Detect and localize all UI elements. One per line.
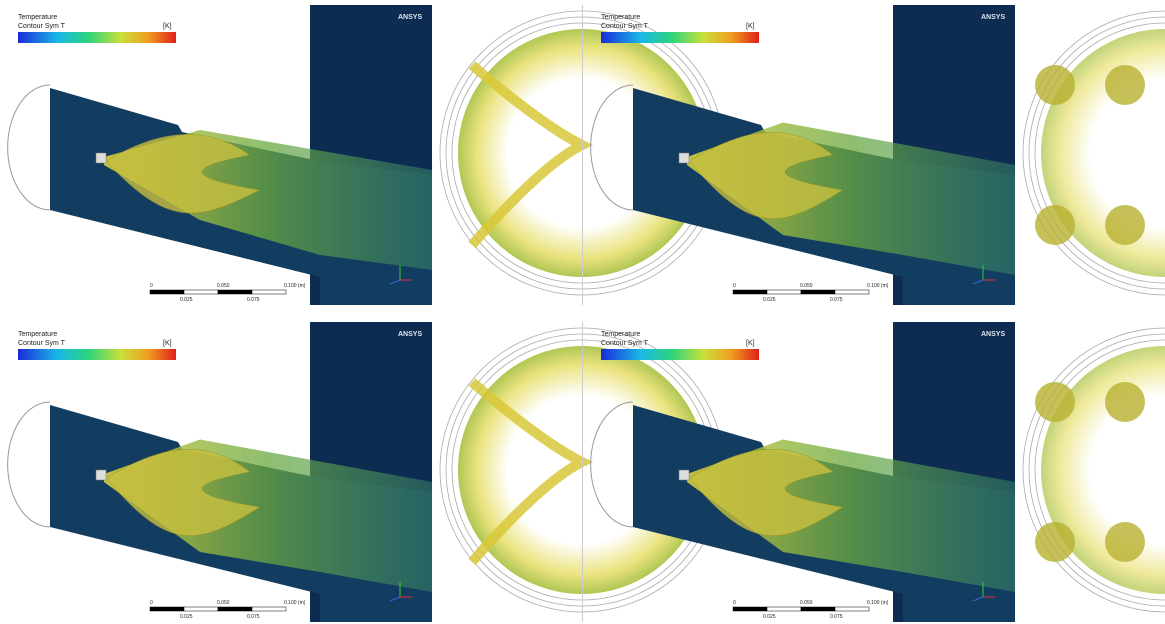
legend-unit: [K] bbox=[746, 23, 755, 30]
scale-label: 0.050 bbox=[800, 600, 813, 606]
scale-label: 0.050 bbox=[217, 600, 230, 606]
legend-title: Temperature bbox=[601, 331, 640, 338]
end-view-divider bbox=[582, 5, 583, 305]
scale-segment bbox=[184, 290, 218, 294]
legend-variable: Contour Sym T bbox=[18, 23, 66, 30]
colorbar bbox=[601, 349, 759, 360]
scale-segment bbox=[733, 290, 767, 294]
flame-lobe bbox=[1035, 65, 1075, 105]
logo: ANSYS bbox=[398, 14, 422, 21]
scale-segment bbox=[218, 607, 252, 611]
scale-segment bbox=[733, 607, 767, 611]
legend-variable: Contour Sym T bbox=[601, 23, 649, 30]
scale-label: 0.025 bbox=[180, 297, 193, 303]
scale-label: 0.100 (m) bbox=[284, 283, 306, 289]
logo: ANSYS bbox=[981, 331, 1005, 338]
scale-label: 0.050 bbox=[217, 283, 230, 289]
legend-title: Temperature bbox=[18, 331, 57, 338]
scale-label: 0.100 (m) bbox=[867, 600, 889, 606]
scale-label: 0.050 bbox=[800, 283, 813, 289]
flame-lobe bbox=[1105, 382, 1145, 422]
scale-label: 0.075 bbox=[247, 297, 260, 303]
scale-segment bbox=[767, 607, 801, 611]
injector bbox=[679, 153, 689, 163]
flame-lobe bbox=[1105, 522, 1145, 562]
injector bbox=[679, 470, 689, 480]
figure: Temperature Contour Sym T [K] ANSYS 0 0.050 0.… bbox=[0, 0, 1165, 624]
flame-lobe bbox=[1035, 205, 1075, 245]
scale-label: 0.075 bbox=[247, 614, 260, 620]
simulation-view: Temperature Contour Sym T [K] ANSYS 0 0.050 0.… bbox=[591, 322, 1015, 622]
scale-label: 0.075 bbox=[830, 614, 843, 620]
simulation-view: Temperature Contour Sym T [K] ANSYS 0 0.050 0.… bbox=[591, 5, 1015, 305]
scale-segment bbox=[835, 607, 869, 611]
scale-segment bbox=[835, 290, 869, 294]
logo: ANSYS bbox=[981, 14, 1005, 21]
scale-segment bbox=[767, 290, 801, 294]
legend-unit: [K] bbox=[746, 340, 755, 347]
simulation-view: Temperature Contour Sym T [K] ANSYS 0 0.050 0.… bbox=[8, 322, 432, 622]
scale-segment bbox=[801, 607, 835, 611]
legend-unit: [K] bbox=[163, 340, 172, 347]
scale-segment bbox=[252, 607, 286, 611]
legend-title: Temperature bbox=[18, 14, 57, 21]
scale-label: 0.025 bbox=[763, 614, 776, 620]
injector bbox=[96, 153, 106, 163]
scale-label: 0 bbox=[150, 283, 153, 289]
flame-lobe bbox=[1035, 382, 1075, 422]
logo: ANSYS bbox=[398, 331, 422, 338]
colorbar bbox=[18, 32, 176, 43]
scale-segment bbox=[801, 290, 835, 294]
inlet-outline bbox=[8, 85, 50, 210]
flame-lobe bbox=[1105, 205, 1145, 245]
colorbar bbox=[18, 349, 176, 360]
scale-segment bbox=[150, 290, 184, 294]
inlet-outline bbox=[8, 402, 50, 527]
scale-label: 0.025 bbox=[763, 297, 776, 303]
injector bbox=[96, 470, 106, 480]
scale-label: 0 bbox=[733, 283, 736, 289]
scale-label: 0.100 (m) bbox=[867, 283, 889, 289]
legend-title: Temperature bbox=[601, 14, 640, 21]
end-view bbox=[1015, 322, 1165, 622]
scale-segment bbox=[150, 607, 184, 611]
scale-label: 0 bbox=[150, 600, 153, 606]
flame-lobe bbox=[1035, 522, 1075, 562]
scale-segment bbox=[218, 290, 252, 294]
end-view bbox=[1015, 5, 1165, 305]
colorbar bbox=[601, 32, 759, 43]
scale-label: 0.100 (m) bbox=[284, 600, 306, 606]
end-view-divider bbox=[582, 322, 583, 622]
scale-segment bbox=[184, 607, 218, 611]
scale-label: 0 bbox=[733, 600, 736, 606]
flame-lobe bbox=[1105, 65, 1145, 105]
simulation-view: Temperature Contour Sym T [K] ANSYS 0 0.050 0.… bbox=[8, 5, 432, 305]
legend-unit: [K] bbox=[163, 23, 172, 30]
legend-variable: Contour Sym T bbox=[18, 340, 66, 347]
scale-label: 0.075 bbox=[830, 297, 843, 303]
legend-variable: Contour Sym T bbox=[601, 340, 649, 347]
scale-label: 0.025 bbox=[180, 614, 193, 620]
scale-segment bbox=[252, 290, 286, 294]
